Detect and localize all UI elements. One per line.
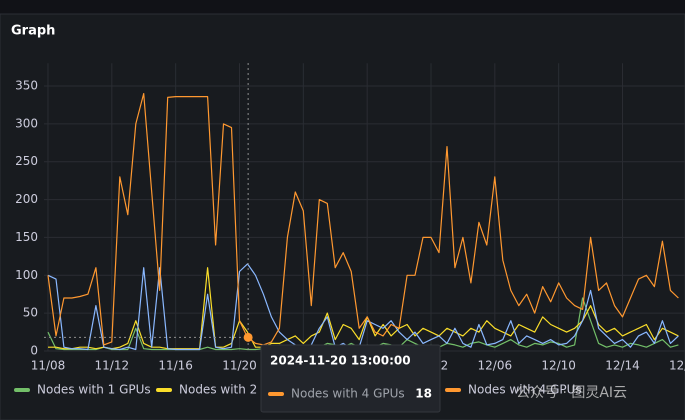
y-tick-label: 200 [15,192,38,206]
x-tick-label: 12/14 [605,359,640,373]
y-tick-label: 150 [15,230,38,244]
x-tick-label: 12/18 [669,359,685,373]
tooltip-time: 2024-11-20 13:00:00 [270,354,411,368]
x-tick-label: 12/10 [541,359,576,373]
x-tick-label: 12/06 [478,359,513,373]
x-tick-label: 11/20 [222,359,257,373]
y-tick-label: 350 [15,79,38,93]
y-tick-label: 250 [15,154,38,168]
series-line [47,93,679,346]
x-tick-label: 11/16 [158,359,193,373]
panel-title: Graph [11,24,55,39]
series-line [47,263,679,351]
y-tick-label: 300 [15,116,38,130]
tooltip: 2024-11-20 13:00:00 Nodes with 4 GPUs 18 [44,63,441,413]
x-tick-label: 11/08 [31,359,66,373]
tooltip-value: 18 [415,387,432,401]
y-tick-label: 100 [15,268,38,282]
legend-label[interactable]: Nodes with 4 GPUs [468,383,582,397]
x-tick-label: 11/12 [95,359,130,373]
series-line [48,267,679,350]
tooltip-series: Nodes with 4 GPUs [291,387,405,401]
hover-point [243,332,253,342]
y-tick-label: 0 [30,344,38,358]
watermark: 公众号 · 图灵AI云 [516,385,627,401]
y-tick-label: 50 [23,306,38,320]
legend-label[interactable]: Nodes with 1 GPUs [37,383,151,397]
tooltip-box [260,344,441,413]
